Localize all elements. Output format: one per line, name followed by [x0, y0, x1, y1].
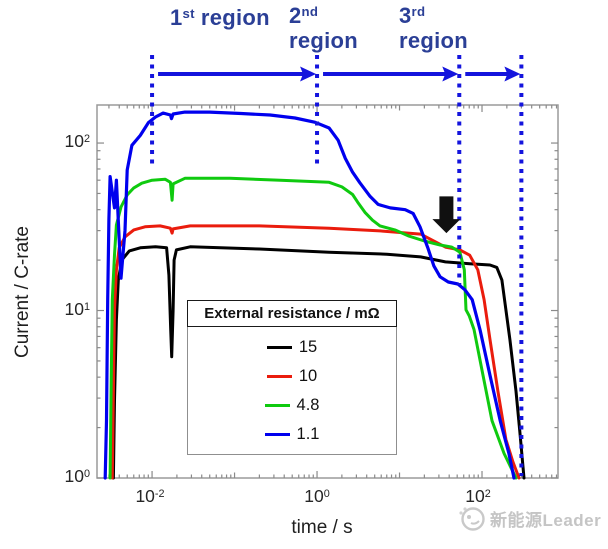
x-tick-label: 100 [304, 486, 330, 506]
series-line-10 [110, 224, 521, 480]
region-number: 2 [289, 3, 302, 28]
region-arrow-head [504, 66, 521, 82]
y-axis-title: Current / C-rate [12, 226, 33, 358]
legend-entry-label: 10 [298, 367, 318, 385]
region-label-2: 2nd region [289, 3, 359, 53]
legend-items: 15 10 4.8 1.1 [187, 327, 397, 455]
down-arrow-annotation [432, 196, 461, 234]
legend-item: 4.8 [188, 391, 396, 420]
region-arrow-head [300, 66, 317, 82]
legend-line-swatch [264, 403, 290, 408]
region-word: region [289, 27, 359, 53]
legend-entry-label: 4.8 [296, 396, 320, 414]
region-ordinal: st [182, 6, 195, 22]
region-label-3: 3rd region [399, 3, 469, 53]
legend-item: 15 [188, 333, 396, 362]
y-tick-label: 102 [64, 131, 91, 151]
region-ordinal: nd [301, 4, 319, 20]
series-line-15 [111, 245, 526, 480]
legend: External resistance / mΩ 15 10 4.8 1.1 [187, 300, 397, 455]
region-number: 3 [399, 3, 412, 28]
legend-item: 1.1 [188, 420, 396, 449]
region-word: region [399, 27, 469, 53]
series-line-4.8 [108, 176, 518, 480]
y-tick-label: 101 [64, 299, 91, 319]
legend-title: External resistance / mΩ [187, 300, 397, 327]
legend-line-swatch [266, 345, 292, 350]
region-arrow-head [442, 66, 459, 82]
region-word: region [200, 5, 270, 30]
region-ordinal: rd [411, 4, 426, 20]
legend-line-swatch [266, 374, 292, 379]
x-axis-title: time / s [291, 517, 353, 538]
legend-item: 10 [188, 362, 396, 391]
region-label-1: 1st region [170, 5, 270, 31]
y-tick-label: 100 [64, 466, 91, 486]
x-tick-label: 102 [465, 486, 491, 506]
plot-border [96, 104, 559, 479]
legend-entry-label: 1.1 [296, 425, 320, 443]
watermark-text: 新能源Leader [490, 510, 602, 530]
region-number: 1 [170, 5, 183, 30]
legend-entry-label: 15 [298, 338, 318, 356]
x-tick-label: 10-2 [135, 486, 165, 506]
legend-line-swatch [264, 432, 290, 437]
watermark-logo [459, 507, 485, 531]
watermark: 新能源Leader [458, 503, 601, 533]
